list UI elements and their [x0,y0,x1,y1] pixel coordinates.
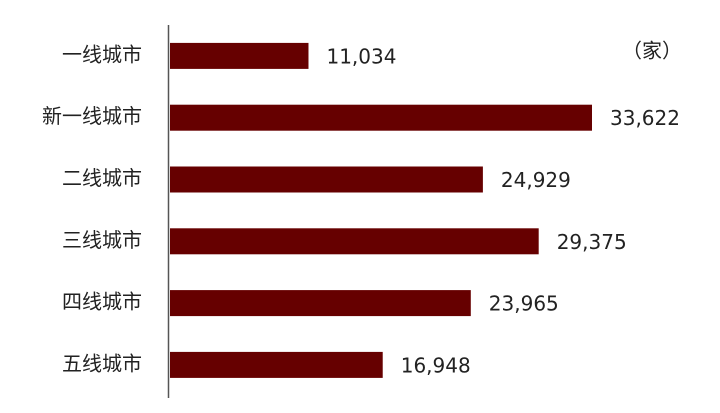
value-label: 29,375 [557,230,627,254]
bar [170,42,309,69]
unit-label: （家） [622,39,682,63]
bar [170,166,483,193]
bar [170,104,592,131]
value-label: 23,965 [489,292,559,316]
value-label: 33,622 [610,106,680,130]
category-label: 四线城市 [62,290,142,314]
value-label: 16,948 [401,353,471,377]
bar [170,290,471,317]
value-label: 24,929 [501,168,571,192]
bar [170,351,383,378]
category-label: 三线城市 [62,228,142,252]
category-label: 二线城市 [62,166,142,190]
value-label: 11,034 [326,44,396,68]
category-label: 新一线城市 [42,104,142,128]
category-label: 五线城市 [62,351,142,375]
bar [170,228,539,255]
category-label: 一线城市 [62,42,142,66]
